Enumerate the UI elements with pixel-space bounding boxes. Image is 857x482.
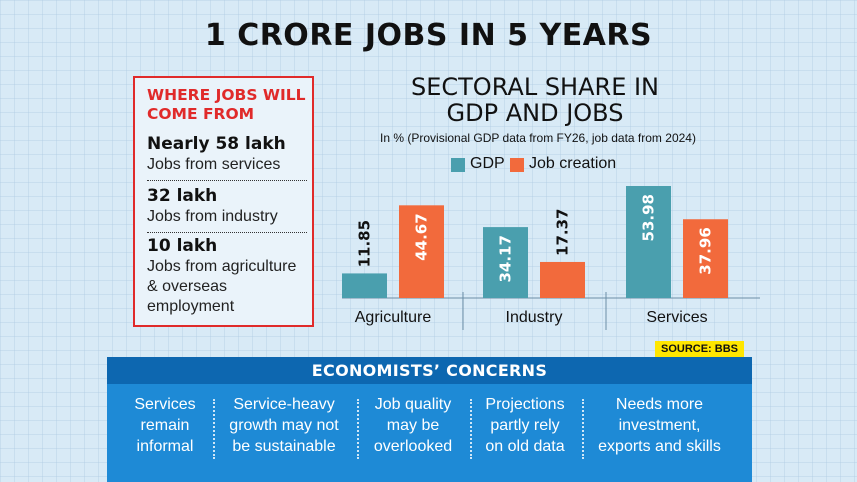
- concern-line: Service-heavy: [233, 396, 335, 413]
- concern-item: Needs more investment, exports and skill…: [587, 394, 732, 457]
- concerns-header: [107, 357, 752, 384]
- bar-value-label: 34.17: [497, 235, 515, 282]
- concern-line: Job quality: [374, 396, 452, 413]
- jobs-item-desc: Jobs from agriculture: [147, 258, 297, 275]
- concern-line: investment,: [618, 417, 701, 434]
- jobs-item-desc: Jobs from industry: [147, 208, 278, 225]
- source-badge: SOURCE: BBS: [655, 341, 745, 357]
- jobs-item-title: 10 lakh: [147, 236, 218, 256]
- jobs-item-desc: Jobs from services: [147, 156, 281, 173]
- bar-chart: 11.85 44.67 Agriculture 34.17 17.37 Industry 5…: [342, 186, 760, 330]
- jobs-item-industry: 32 lakh Jobs from industry: [147, 186, 307, 227]
- concern-divider: [470, 399, 472, 459]
- bar-job-creation-services: [683, 219, 728, 298]
- jobs-divider: [147, 232, 307, 233]
- jobs-box-heading-line2: COME FROM: [147, 105, 255, 123]
- concern-line: may be: [386, 417, 440, 434]
- jobs-item-agriculture: 10 lakh Jobs from agriculture & overseas…: [147, 236, 307, 317]
- concern-item: Services remain informal: [115, 394, 215, 457]
- concerns-title: ECONOMISTS’ CONCERNS: [311, 361, 548, 380]
- concern-item: Service-heavy growth may not be sustaina…: [219, 394, 349, 457]
- concern-line: exports and skills: [598, 438, 721, 455]
- jobs-item-title: 32 lakh: [147, 186, 218, 206]
- concern-item: Projections partly rely on old data: [475, 394, 575, 457]
- source-prefix: SOURCE:: [661, 343, 715, 355]
- concerns-panel: ECONOMISTS’ CONCERNS Services remain inf…: [107, 357, 752, 482]
- bar-gdp-services: [626, 186, 671, 298]
- bar-job-creation-industry: [540, 261, 585, 298]
- jobs-box-heading-line1: WHERE JOBS WILL: [147, 86, 306, 104]
- page-title: 1 CRORE JOBS IN 5 YEARS: [204, 18, 653, 53]
- category-label: Services: [646, 309, 707, 326]
- concern-line: informal: [136, 438, 194, 455]
- category-label: Agriculture: [355, 309, 432, 326]
- concern-divider: [582, 399, 584, 459]
- legend-label-gdp: GDP: [470, 155, 505, 172]
- legend-label-job-creation: Job creation: [529, 155, 617, 172]
- concern-line: Needs more: [615, 396, 704, 413]
- source-name: BBS: [714, 343, 739, 355]
- jobs-item-desc: employment: [147, 298, 235, 315]
- bar-value-label: 11.85: [356, 220, 374, 267]
- concern-line: Services: [134, 396, 196, 413]
- jobs-item-desc: & overseas: [147, 278, 228, 295]
- bar-gdp-agriculture: [342, 273, 387, 298]
- bar-value-label: 37.96: [697, 227, 715, 274]
- concern-item: Job quality may be overlooked: [361, 394, 465, 457]
- legend-swatch-gdp: [451, 158, 465, 172]
- chart-title-line2: GDP AND JOBS: [446, 99, 624, 127]
- jobs-box-heading: WHERE JOBS WILL COME FROM: [147, 86, 312, 124]
- concern-line: be sustainable: [232, 438, 336, 455]
- bar-value-label: 17.37: [554, 209, 572, 256]
- concern-divider: [357, 399, 359, 459]
- jobs-item-title: Nearly 58 lakh: [147, 134, 286, 154]
- concern-line: overlooked: [373, 438, 453, 455]
- bar-value-label: 53.98: [640, 194, 658, 241]
- concern-divider: [213, 399, 215, 459]
- concern-line: growth may not: [229, 417, 339, 434]
- category-label: Industry: [506, 309, 563, 326]
- bar-job-creation-agriculture: [399, 205, 444, 298]
- concern-line: partly rely: [490, 417, 560, 434]
- bar-value-label: 44.67: [413, 213, 431, 260]
- bar-gdp-industry: [483, 227, 528, 298]
- chart-subtitle: In % (Provisional GDP data from FY26, jo…: [380, 131, 696, 145]
- concern-line: remain: [140, 417, 190, 434]
- jobs-item-services: Nearly 58 lakh Jobs from services: [147, 134, 307, 175]
- jobs-source-box: WHERE JOBS WILL COME FROM Nearly 58 lakh…: [133, 76, 314, 327]
- legend-swatch-job-creation: [510, 158, 524, 172]
- jobs-divider: [147, 180, 307, 181]
- chart-title: SECTORAL SHARE IN GDP AND JOBS: [390, 74, 680, 126]
- concern-line: on old data: [485, 438, 565, 455]
- concern-line: Projections: [485, 396, 565, 413]
- chart-title-line1: SECTORAL SHARE IN: [410, 73, 660, 101]
